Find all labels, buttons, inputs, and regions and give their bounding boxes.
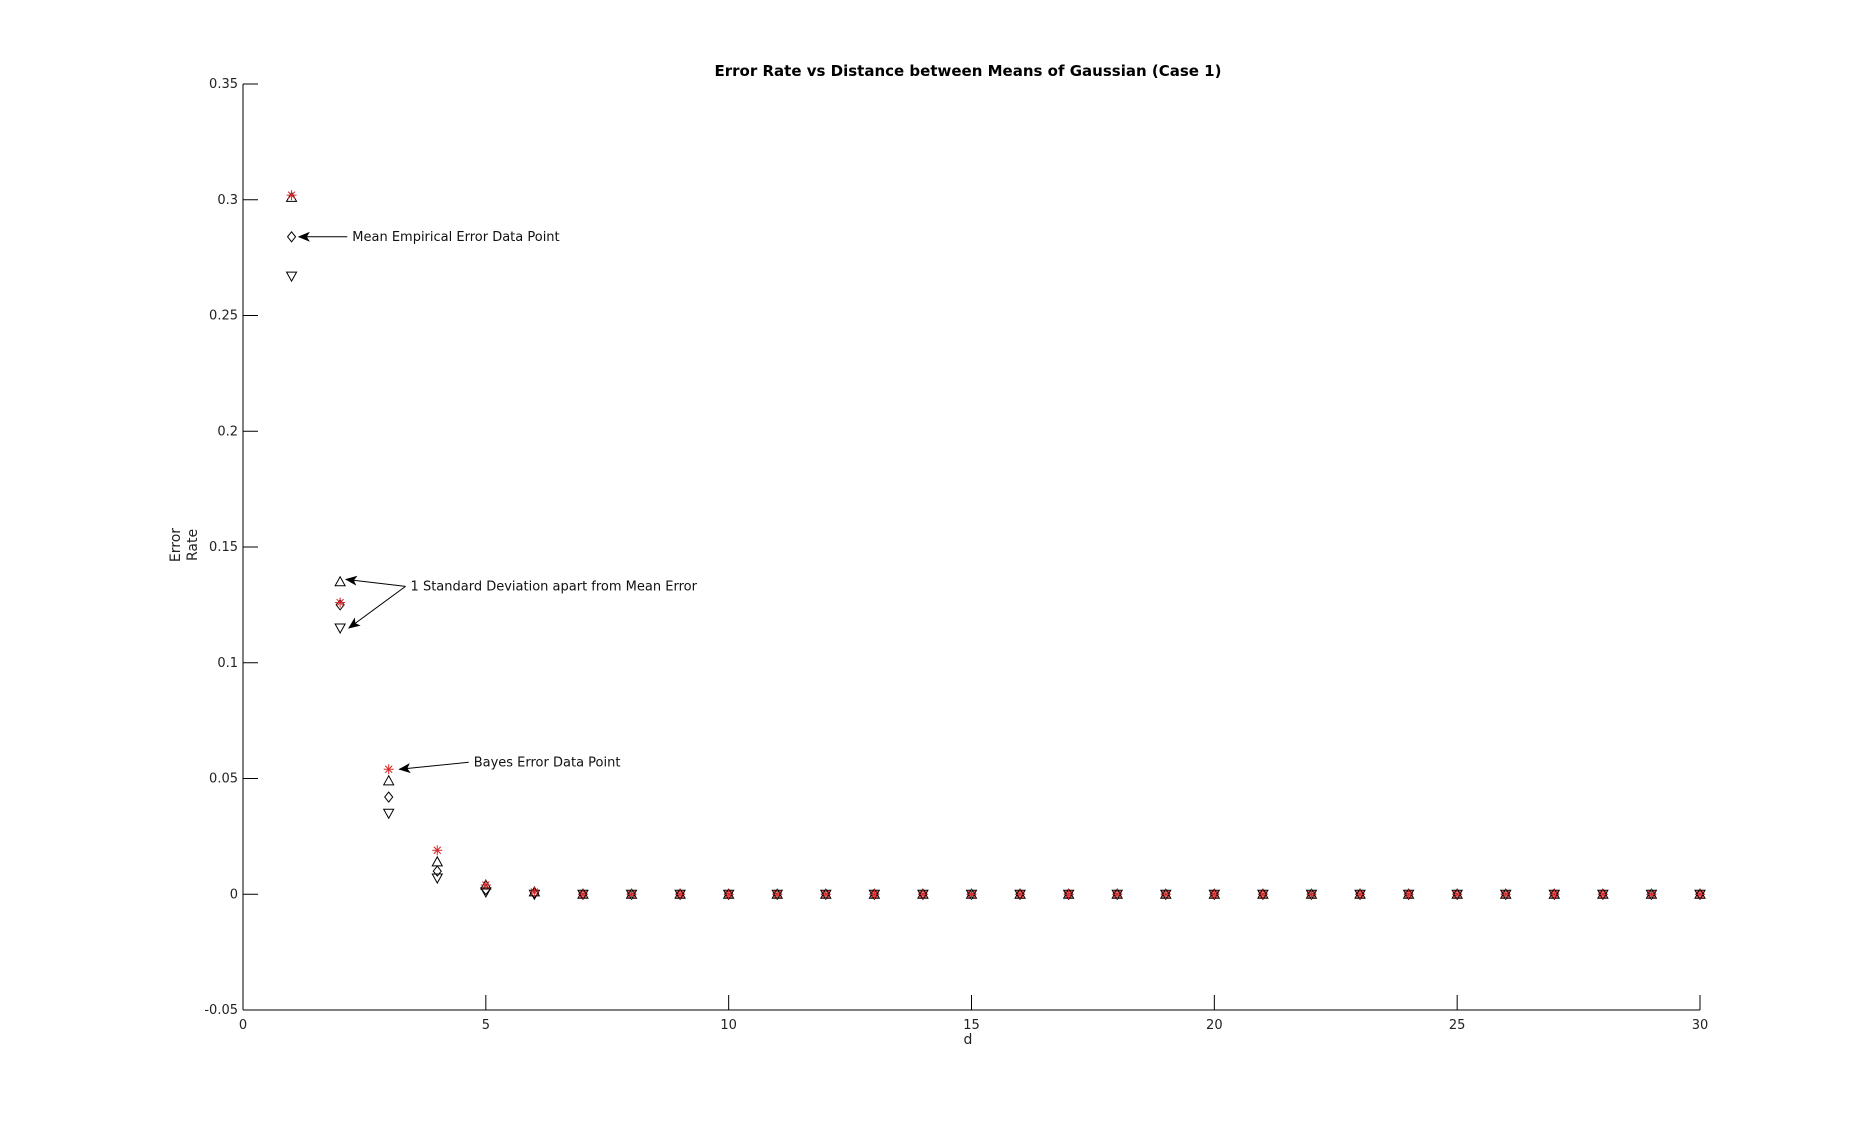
triangle-down-point [431, 873, 444, 885]
star-point [772, 889, 783, 900]
star-point [1209, 889, 1220, 900]
annotation-arrow [344, 575, 406, 587]
triangle-down-point [285, 271, 298, 283]
diamond-point [335, 599, 345, 611]
annotation-label: 1 Standard Deviation apart from Mean Err… [411, 579, 698, 594]
y-tick-label: 0.35 [209, 77, 238, 92]
star-point [1549, 889, 1560, 900]
chart-title: Error Rate vs Distance between Means of … [715, 62, 1222, 80]
star-point [1403, 889, 1414, 900]
star-point [1160, 889, 1171, 900]
triangle-down-point [334, 623, 346, 635]
star-point [869, 889, 880, 900]
triangle-up-point [334, 575, 346, 587]
star-point [966, 889, 977, 900]
star-point [1500, 889, 1511, 900]
star-point [577, 889, 588, 900]
star-point [675, 889, 686, 900]
star-point [723, 889, 734, 900]
star-point [383, 764, 394, 775]
star-point [1452, 889, 1463, 900]
star-point [1306, 889, 1317, 900]
y-tick-label: 0 [230, 887, 238, 902]
star-point [1695, 889, 1705, 900]
x-tick-label: 15 [963, 1018, 980, 1033]
annotations: Mean Empirical Error Data Point 1 Standar… [297, 230, 698, 774]
star-point [286, 190, 297, 201]
star-point [1257, 889, 1268, 900]
y-tick-label: 0.3 [217, 193, 238, 208]
y-tick-label: 0.15 [209, 540, 238, 555]
star-point [1355, 889, 1366, 900]
triangle-down-point [382, 808, 395, 820]
y-axis-label: Error Rate [168, 528, 201, 562]
data-points [285, 190, 1706, 901]
annotation-label: Mean Empirical Error Data Point [352, 230, 559, 245]
star-point [820, 889, 831, 900]
star-point [480, 879, 491, 890]
star-point [335, 597, 346, 608]
star-point [1015, 889, 1026, 900]
y-axis-label-line-1: Error [168, 528, 184, 562]
diamond-point [529, 887, 540, 899]
x-tick-label: 20 [1206, 1018, 1223, 1033]
y-tick-label: 0.2 [217, 424, 238, 439]
x-tick-label: 25 [1449, 1018, 1466, 1033]
diamond-point [286, 230, 297, 243]
star-point [432, 845, 443, 856]
y-tick-label: 0.05 [209, 772, 238, 787]
triangle-up-point [382, 774, 395, 786]
y-tick-label: 0.1 [217, 656, 238, 671]
diamond-point [384, 791, 394, 803]
diamond-point [432, 865, 442, 877]
x-tick-label: 5 [482, 1018, 490, 1033]
triangle-up-point [431, 855, 444, 867]
y-tick-label: 0.25 [209, 309, 238, 324]
star-point [917, 889, 928, 900]
x-axis-label: d [964, 1032, 973, 1048]
x-tick-label: 10 [720, 1018, 737, 1033]
star-point [529, 886, 540, 897]
star-point [1063, 889, 1074, 900]
y-tick-label: -0.05 [204, 1003, 238, 1018]
star-point [1646, 889, 1657, 900]
star-point [626, 889, 637, 900]
star-point [1112, 889, 1123, 900]
x-tick-label: 0 [239, 1018, 247, 1033]
annotation-arrow [348, 585, 406, 629]
annotation-arrow [398, 761, 469, 774]
annotation-label: Bayes Error Data Point [474, 755, 621, 770]
star-point [1597, 889, 1608, 900]
y-axis-label-line-2: Rate [185, 529, 201, 561]
x-tick-label: 30 [1692, 1018, 1709, 1033]
